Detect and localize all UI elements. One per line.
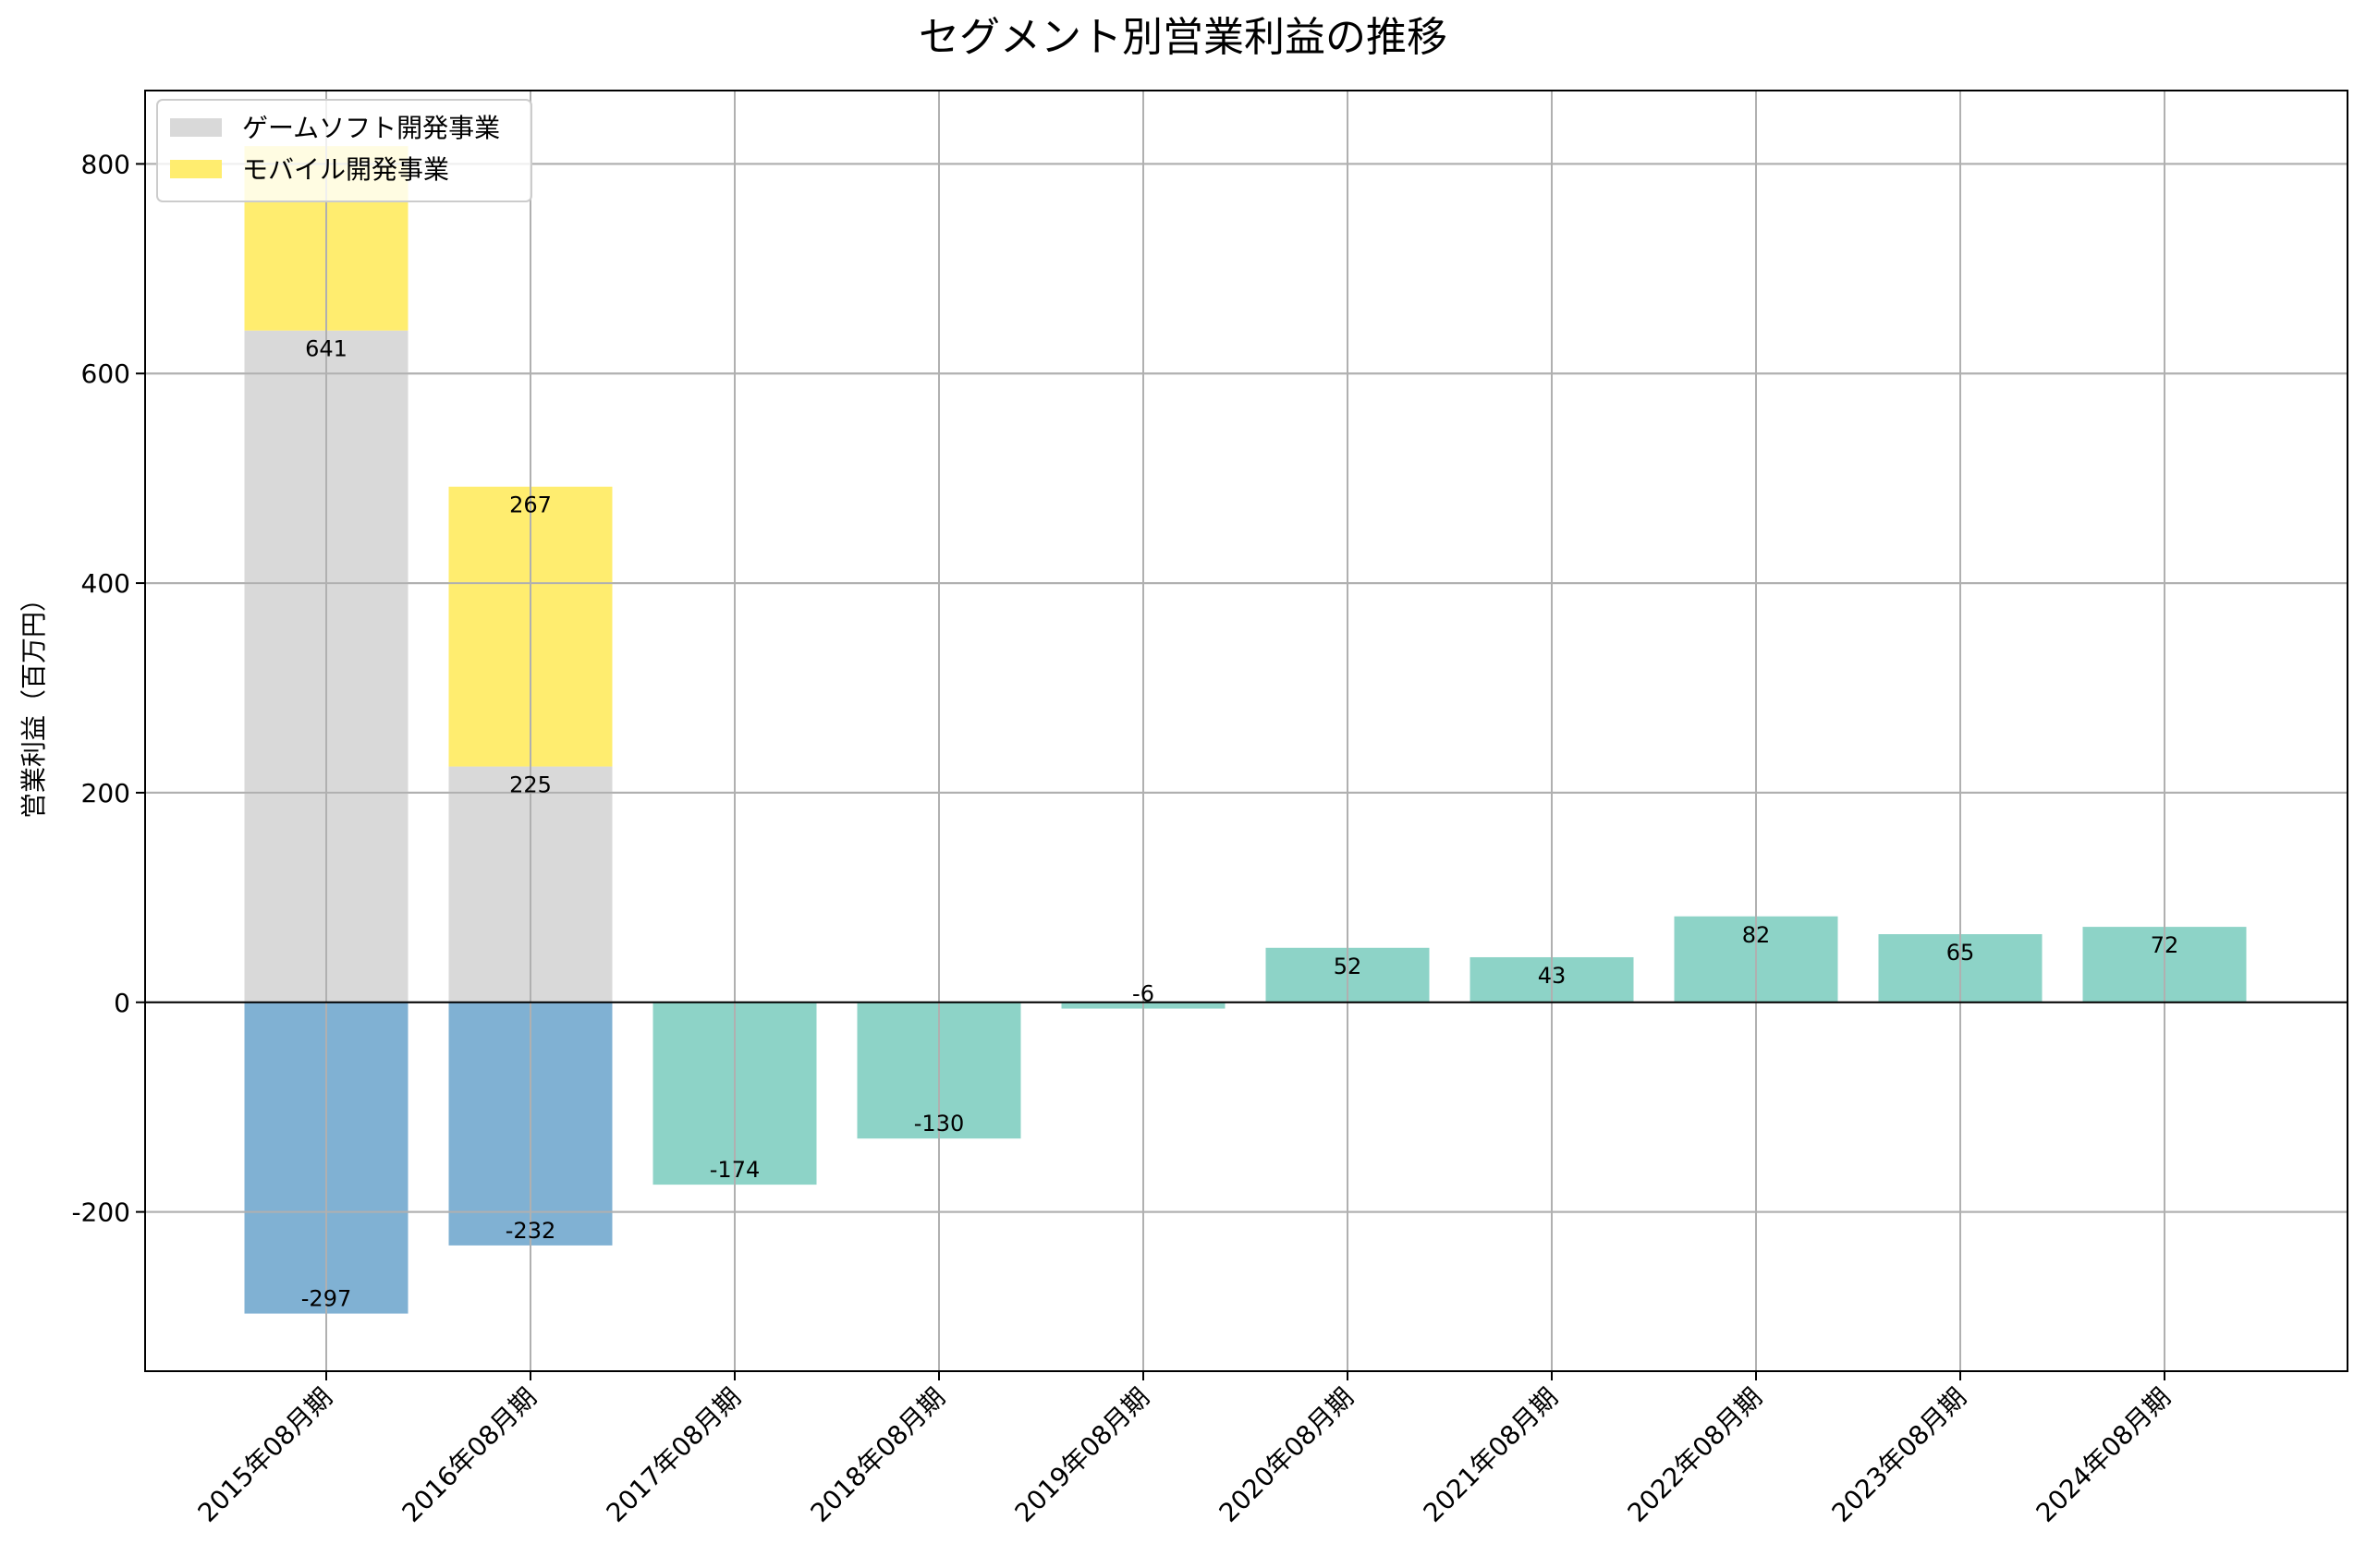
data-label: 43 [1538,963,1567,989]
bar-layer [244,146,2247,1314]
legend-entry: モバイル開発事業 [242,154,449,185]
data-label: 225 [509,772,552,798]
data-label-layer: 641 225 267 -297 -232 -174 -130 -6 52 43 82 65 72 [301,336,2179,1312]
legend-entry: ゲームソフト開発事業 [242,113,500,143]
x-tick-label: 2017年08月期 [601,1382,747,1528]
data-label: -297 [301,1286,351,1312]
zero-line-layer [145,91,2348,1371]
legend-swatch [170,118,222,137]
axis-layer: -200 0 200 400 600 800 2015年08月期 2016年08月期 2017年… [71,90,2348,1528]
x-tick-label: 2015年08月期 [192,1382,338,1528]
plot-frame [144,90,2348,1372]
x-tick-label: 2020年08月期 [1213,1382,1360,1528]
x-tick-label: 2021年08月期 [1418,1382,1564,1528]
legend-box [156,99,532,202]
x-tick-label: 2022年08月期 [1622,1382,1768,1528]
data-label: -232 [506,1218,555,1244]
y-tick-label: 0 [114,988,130,1018]
x-tick-label: 2019年08月期 [1009,1382,1155,1528]
data-label: 72 [2151,932,2179,958]
x-tick-label: 2018年08月期 [805,1382,951,1528]
legend-swatch [170,160,222,178]
x-tick-label: 2023年08月期 [1826,1382,1972,1528]
x-tick-label: 2016年08月期 [396,1382,543,1528]
chart-title: セグメント別営業利益の推移 [919,14,1447,61]
y-tick-label: 400 [81,568,130,599]
data-label: -6 [1132,981,1154,1007]
y-axis-label: 営業利益（百万円） [18,586,49,819]
y-tick-label: 200 [81,778,130,808]
data-label: 52 [1334,954,1362,979]
data-label: -174 [710,1157,760,1183]
data-label: 82 [1742,922,1771,948]
data-label: 65 [1946,940,1975,966]
data-label: -130 [914,1111,964,1136]
data-label: 267 [509,492,552,518]
x-tick-label: 2024年08月期 [2031,1382,2177,1528]
y-tick-label: 800 [81,149,130,179]
data-label: 641 [305,336,348,362]
y-tick-label: 600 [81,359,130,389]
y-tick-label: -200 [71,1197,130,1228]
